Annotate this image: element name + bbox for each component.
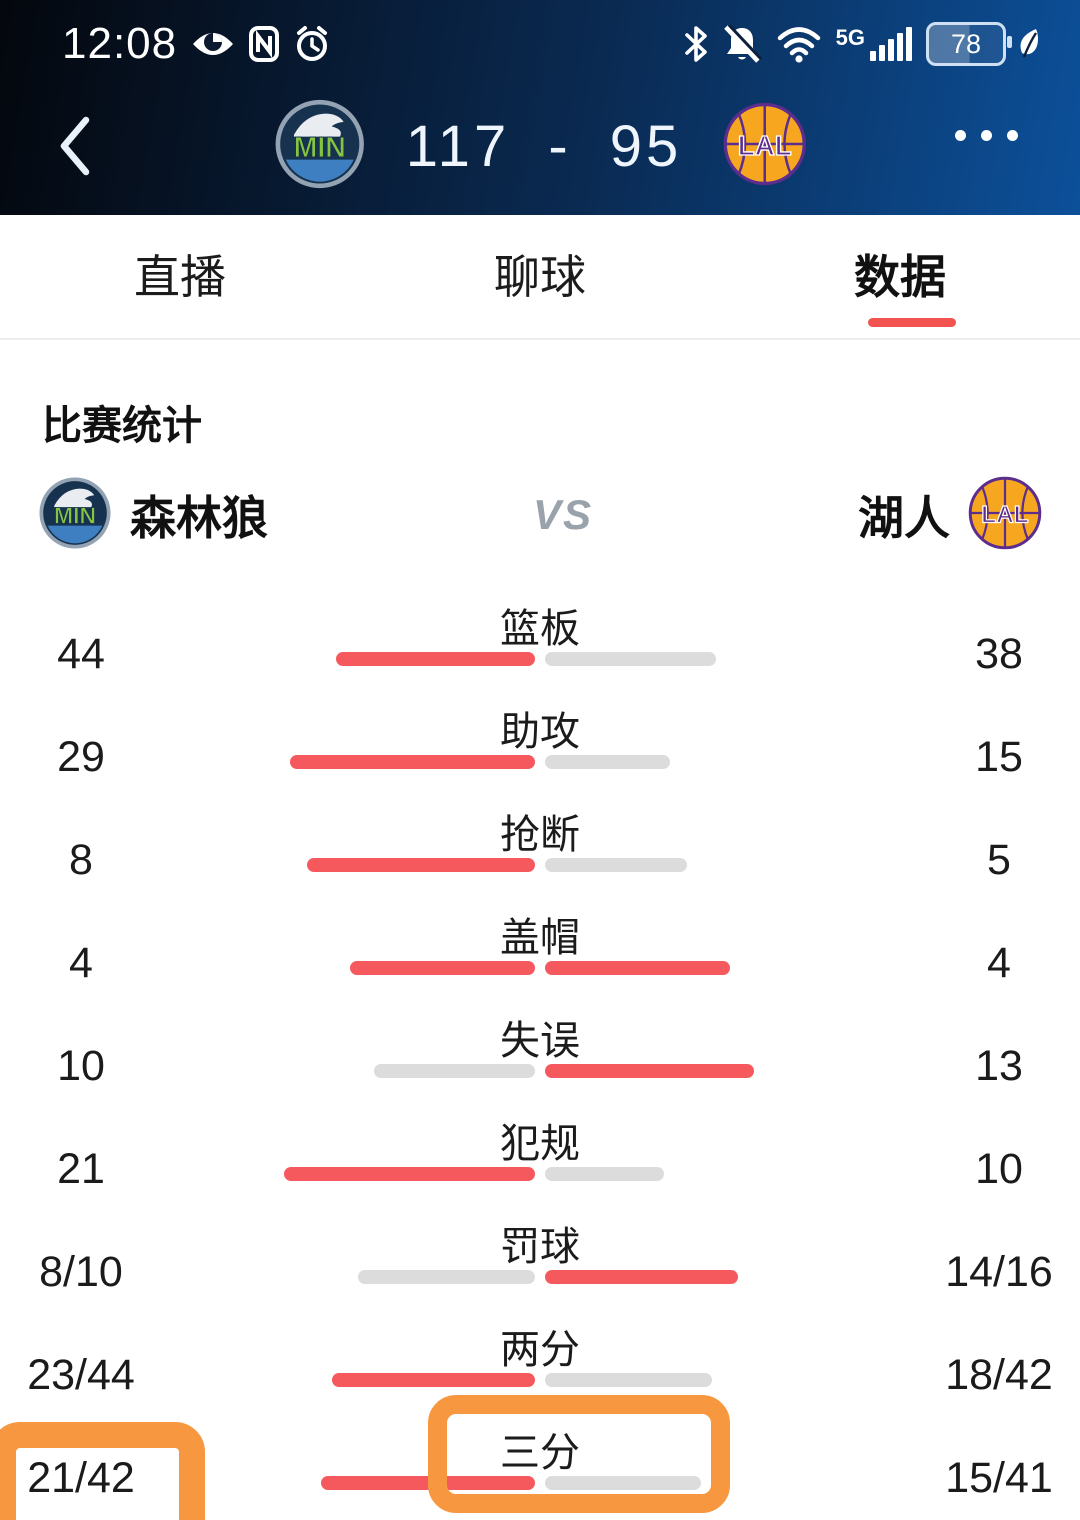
home-team-name: 森林狼 xyxy=(130,492,268,544)
stat-row-fouls: 犯规 21 10 xyxy=(0,1085,1080,1192)
stat-row-turnovers: 失误 10 13 xyxy=(0,982,1080,1089)
away-stat-bar xyxy=(545,755,670,769)
away-stat-value: 10 xyxy=(975,1145,1023,1193)
score-text: 117 - 95 xyxy=(405,113,683,179)
away-stat-bar xyxy=(545,961,730,975)
vs-label: VS xyxy=(532,491,594,538)
away-stat-value: 18/42 xyxy=(945,1351,1053,1399)
mute-bell-icon xyxy=(722,25,762,63)
home-stat-bar xyxy=(336,652,535,666)
stat-row-rebounds: 篮板 44 38 xyxy=(0,570,1080,677)
battery-icon: 78 xyxy=(926,22,1012,66)
away-stat-value: 14/16 xyxy=(945,1248,1053,1296)
home-team-logo[interactable]: MIN xyxy=(274,98,366,195)
home-team-logo-small: MIN xyxy=(38,476,112,555)
back-button[interactable] xyxy=(52,114,96,178)
app-header: 12:08 xyxy=(0,0,1080,215)
svg-text:LAL: LAL xyxy=(981,501,1029,528)
stat-label: 盖帽 xyxy=(500,916,580,960)
home-stat-bar xyxy=(307,858,535,872)
wifi-icon xyxy=(776,25,822,63)
section-title: 比赛统计 xyxy=(42,404,202,449)
away-team-name: 湖人 xyxy=(858,492,950,544)
svg-text:MIN: MIN xyxy=(294,131,346,163)
home-stat-value: 8/10 xyxy=(39,1248,123,1296)
nav-bar: MIN 117 - 95 LAL xyxy=(0,86,1080,206)
stat-row-free-throws: 罚球 8/10 14/16 xyxy=(0,1188,1080,1295)
away-stat-value: 15/41 xyxy=(945,1454,1053,1502)
away-team: 湖人 LAL xyxy=(858,476,1042,555)
stat-label: 罚球 xyxy=(500,1225,580,1269)
away-stat-bar xyxy=(545,1270,738,1284)
highlight-box-three-point-label xyxy=(428,1395,730,1513)
more-menu-button[interactable] xyxy=(955,130,1018,141)
home-stat-bar xyxy=(350,961,535,975)
stat-row-assists: 助攻 29 15 xyxy=(0,673,1080,780)
home-stat-bar xyxy=(284,1167,535,1181)
active-tab-underline xyxy=(868,318,956,327)
eye-comfort-icon xyxy=(191,28,235,60)
nfc-icon xyxy=(249,26,280,62)
stat-row-steals: 抢断 8 5 xyxy=(0,776,1080,883)
away-stat-bar xyxy=(545,652,716,666)
home-stat-value: 44 xyxy=(57,630,105,678)
home-stat-value: 10 xyxy=(57,1042,105,1090)
battery-percent: 78 xyxy=(950,28,982,59)
svg-text:MIN: MIN xyxy=(54,502,96,528)
away-stat-value: 13 xyxy=(975,1042,1023,1090)
away-stat-bar xyxy=(545,1373,712,1387)
stat-label: 助攻 xyxy=(500,710,580,754)
home-stat-value: 21/42 xyxy=(27,1454,135,1502)
teams-row: MIN 森林狼 VS 湖人 LAL xyxy=(0,476,1080,554)
away-stat-bar xyxy=(545,858,687,872)
stat-label: 两分 xyxy=(500,1328,580,1372)
stat-label: 篮板 xyxy=(500,607,580,651)
away-stat-value: 4 xyxy=(987,939,1011,987)
away-stat-bar xyxy=(545,1064,754,1078)
tab-chat[interactable]: 聊球 xyxy=(494,251,586,303)
signal-5g-icon: 5G xyxy=(836,27,912,61)
stats-list: 篮板 44 38 助攻 29 15 抢断 8 5 盖帽 4 4 xyxy=(0,570,1080,1501)
home-stat-value: 23/44 xyxy=(27,1351,135,1399)
stat-label: 失误 xyxy=(500,1019,580,1063)
away-stat-value: 5 xyxy=(987,836,1011,884)
tab-live[interactable]: 直播 xyxy=(134,251,226,303)
away-stat-value: 15 xyxy=(975,733,1023,781)
stat-row-blocks: 盖帽 4 4 xyxy=(0,879,1080,986)
status-bar: 12:08 xyxy=(0,14,1080,74)
home-team: MIN 森林狼 xyxy=(38,476,268,555)
stat-label: 三分 xyxy=(500,1431,580,1475)
away-stat-bar xyxy=(545,1476,701,1490)
away-team-logo[interactable]: LAL xyxy=(722,102,806,191)
svg-text:LAL: LAL xyxy=(737,129,791,160)
tab-data[interactable]: 数据 xyxy=(854,251,946,303)
clock-time: 12:08 xyxy=(62,19,178,68)
tab-bar: 直播 聊球 数据 xyxy=(0,215,1080,340)
highlight-box-home-three-point-value xyxy=(0,1422,205,1520)
away-stat-value: 38 xyxy=(975,630,1023,678)
stat-label: 抢断 xyxy=(500,813,580,857)
home-stat-value: 29 xyxy=(57,733,105,781)
alarm-icon xyxy=(293,25,331,63)
home-stat-bar xyxy=(290,755,535,769)
bluetooth-icon xyxy=(684,25,708,63)
power-save-leaf-icon xyxy=(1016,27,1042,61)
home-stat-bar xyxy=(332,1373,535,1387)
home-stat-bar xyxy=(358,1270,535,1284)
home-stat-bar xyxy=(374,1064,535,1078)
home-stat-value: 21 xyxy=(57,1145,105,1193)
home-stat-value: 4 xyxy=(69,939,93,987)
away-team-logo-small: LAL xyxy=(968,476,1042,555)
away-stat-bar xyxy=(545,1167,664,1181)
stat-row-two-pointers: 两分 23/44 18/42 xyxy=(0,1291,1080,1398)
home-stat-value: 8 xyxy=(69,836,93,884)
stat-label: 犯规 xyxy=(500,1122,580,1166)
